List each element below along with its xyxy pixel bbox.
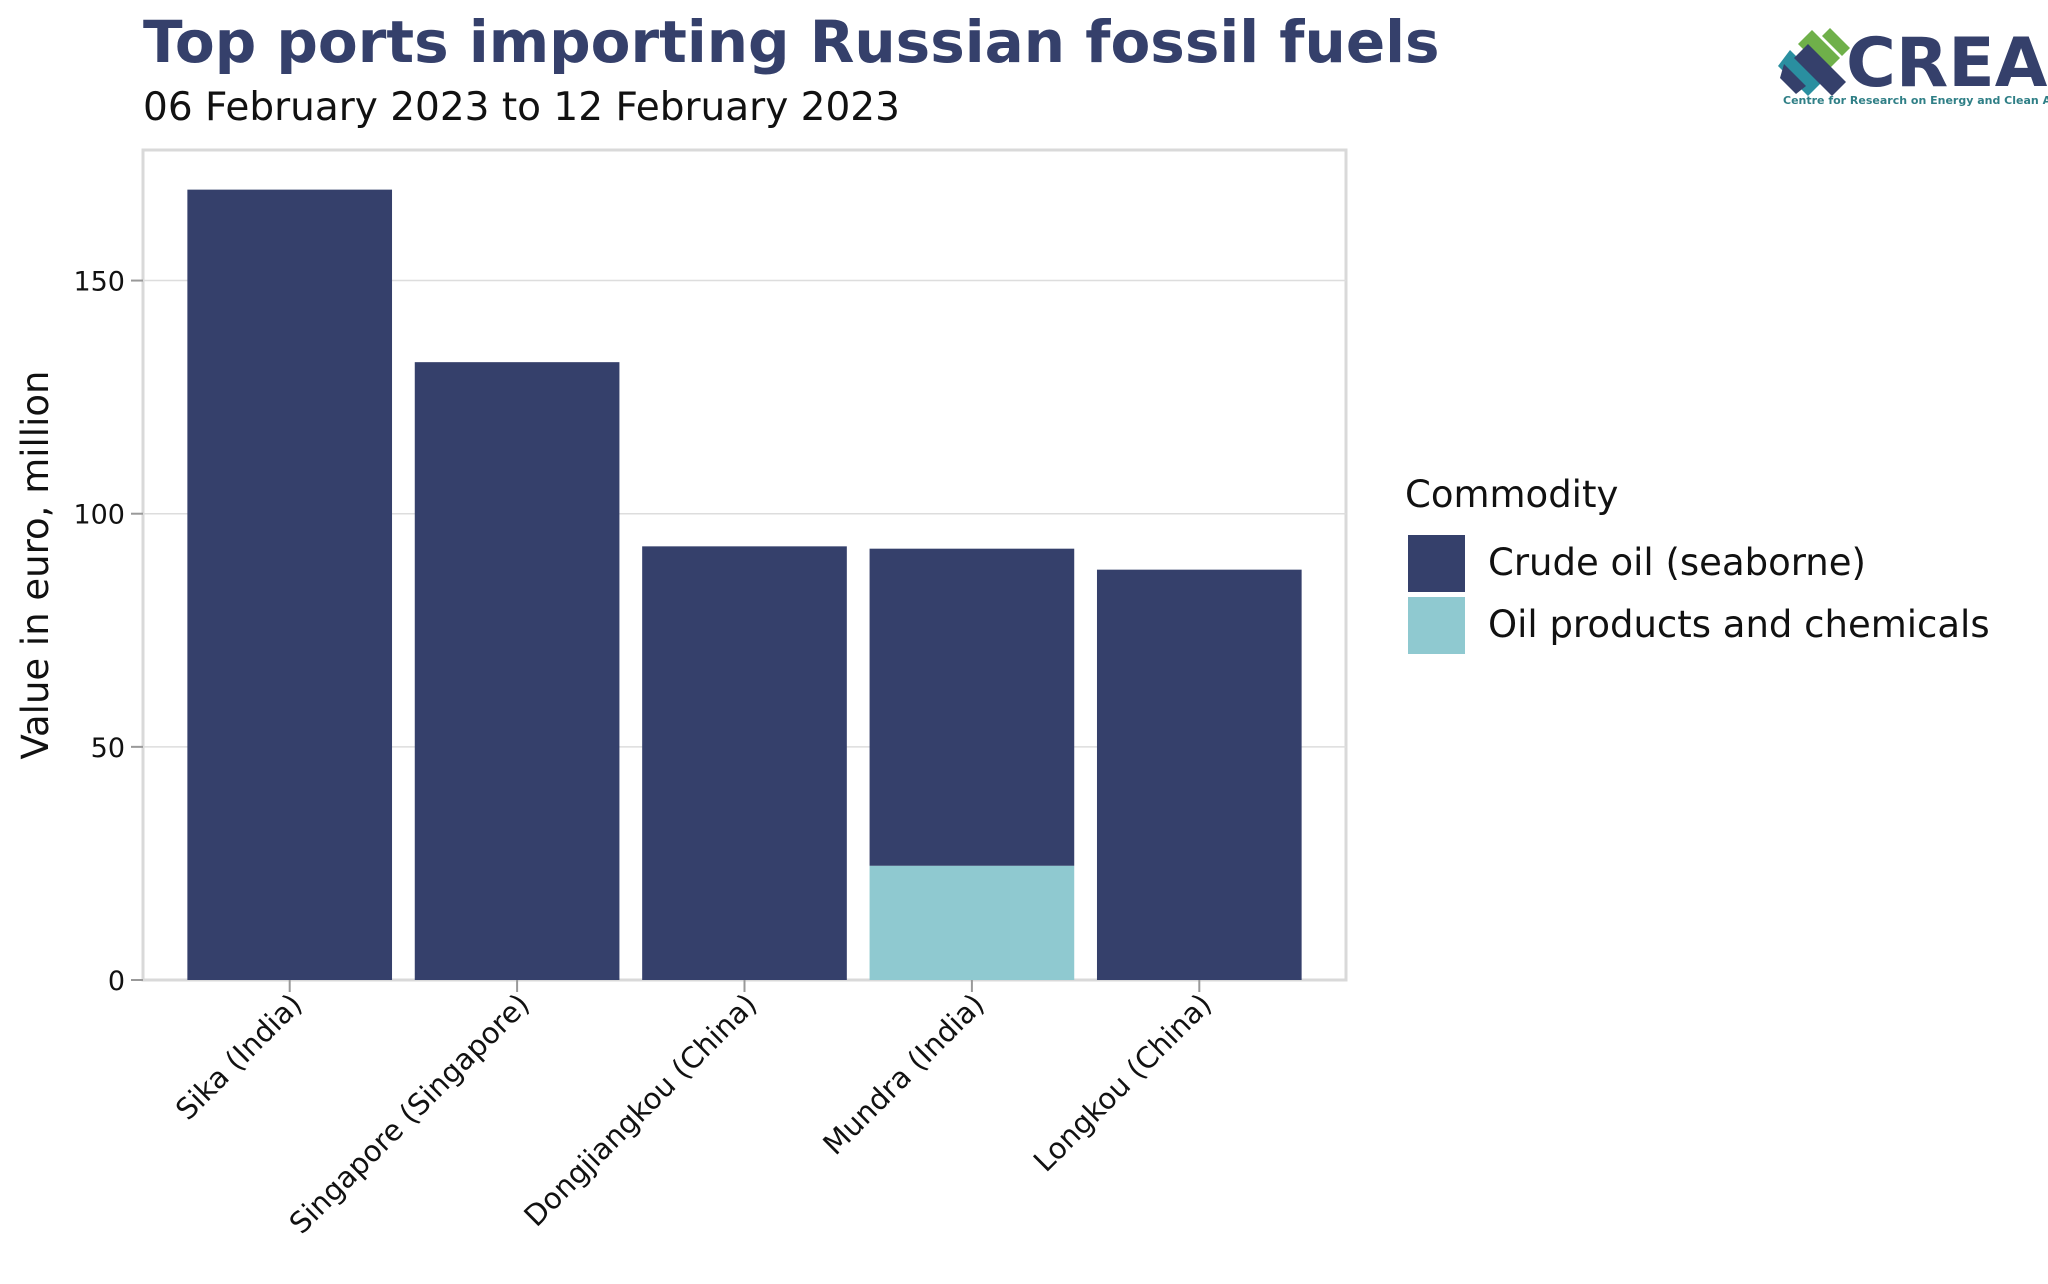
y-tick-label: 150: [73, 267, 125, 298]
legend-label: Oil products and chemicals: [1488, 603, 1990, 646]
y-tick-label: 50: [91, 733, 125, 764]
bars: [187, 189, 1302, 980]
bar-segment: [869, 548, 1075, 866]
legend-swatch: [1408, 597, 1465, 654]
y-axis: 0 50 100 150: [73, 267, 143, 997]
bar-segment: [642, 546, 847, 980]
y-axis-title: Value in euro, million: [14, 371, 57, 760]
bar-segment: [414, 362, 620, 980]
crea-logo-mark: [1778, 28, 1850, 96]
legend-title: Commodity: [1405, 473, 1618, 516]
chart-title: Top ports importing Russian fossil fuels: [143, 8, 1440, 76]
y-tick-label: 0: [108, 966, 125, 997]
legend-items: Crude oil (seaborne) Oil products and che…: [1408, 535, 1990, 654]
legend-label: Crude oil (seaborne): [1488, 541, 1866, 584]
bar-segment: [1096, 569, 1302, 980]
chart-subtitle: 06 February 2023 to 12 February 2023: [143, 85, 900, 130]
crea-logo-text: CREA: [1846, 24, 2048, 103]
x-tick-label: Longkou (China): [1027, 987, 1218, 1178]
x-tick-label: Sika (India): [169, 987, 309, 1127]
x-tick-label: Mundra (India): [816, 987, 991, 1162]
crea-logo-tagline: Centre for Research on Energy and Clean …: [1783, 94, 2048, 107]
legend: Commodity Crude oil (seaborne) Oil produc…: [1405, 473, 1990, 654]
bar-segment: [869, 865, 1075, 980]
x-tick-label: Singapore (Singapore): [283, 987, 536, 1240]
y-tick-label: 100: [73, 500, 125, 531]
legend-swatch: [1408, 535, 1465, 592]
x-tick-label: Dongjiangkou (China): [517, 987, 763, 1233]
bar-segment: [187, 189, 393, 980]
x-axis: Sika (India)Singapore (Singapore)Dongjia…: [169, 980, 1218, 1240]
crea-logo: CREA Centre for Research on Energy and C…: [1778, 24, 2048, 107]
